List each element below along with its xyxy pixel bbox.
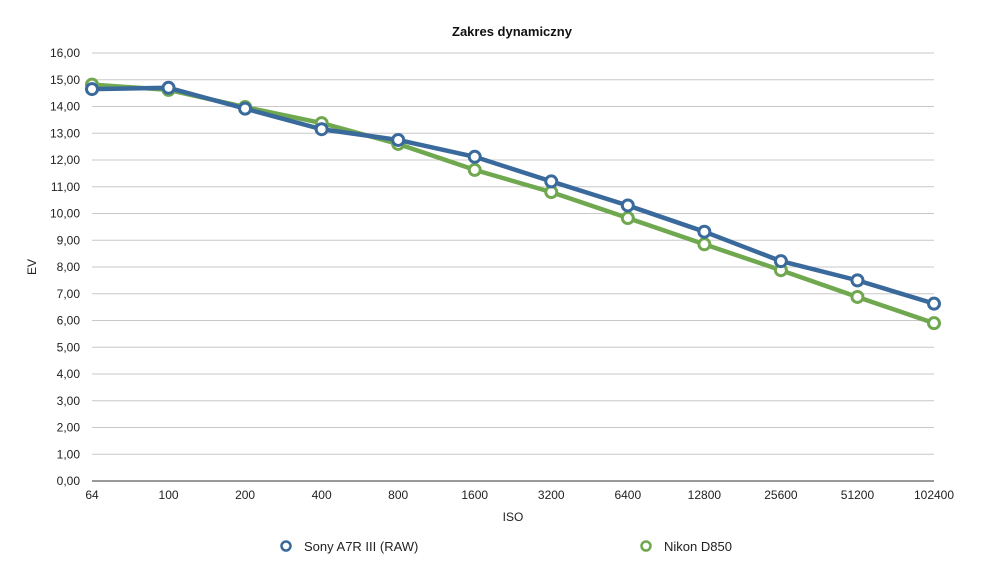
y-axis-ticks: 0,00 1,00 2,00 3,00 4,00 5,00 6,00 7,00 8,00 9,00… [50,46,80,488]
x-tick-label: 6400 [614,488,641,502]
x-tick-label: 400 [312,488,332,502]
x-tick-label: 51200 [841,488,875,502]
data-point [927,316,941,331]
x-tick-label: 102400 [914,488,954,502]
data-point [850,289,865,304]
y-tick-label: 4,00 [57,367,81,381]
x-tick-label: 64 [85,488,99,502]
chart-title: Zakres dynamiczny [452,24,573,39]
data-point [238,101,253,116]
data-point [850,273,865,288]
y-tick-label: 0,00 [57,474,81,488]
legend-label: Sony A7R III (RAW) [304,539,418,554]
series-sony-a7r-iii-raw [85,80,941,311]
data-point [927,296,941,311]
data-point [467,162,482,177]
data-point [697,237,712,252]
data-point [391,132,406,147]
x-tick-label: 3200 [538,488,565,502]
series-line [89,85,937,306]
data-point [620,211,635,226]
y-tick-label: 6,00 [57,314,81,328]
gridlines [92,52,934,455]
y-tick-label: 14,00 [50,100,80,114]
y-tick-label: 2,00 [57,421,81,435]
x-tick-label: 1600 [461,488,488,502]
y-tick-label: 7,00 [57,287,81,301]
y-tick-label: 8,00 [57,260,81,274]
data-point [467,149,482,164]
x-tick-label: 12800 [688,488,722,502]
data-point [697,224,712,239]
x-tick-label: 800 [388,488,408,502]
data-point [773,254,788,269]
series-line [89,82,937,326]
x-tick-label: 25600 [764,488,798,502]
y-tick-label: 15,00 [50,73,80,87]
legend-item: Sony A7R III (RAW) [280,539,418,554]
y-tick-label: 3,00 [57,394,81,408]
y-tick-label: 12,00 [50,153,80,167]
y-axis-title: EV [25,259,39,275]
y-tick-label: 11,00 [51,180,80,194]
x-tick-label: 100 [159,488,179,502]
legend-label: Nikon D850 [664,539,732,554]
y-tick-label: 16,00 [50,46,80,60]
x-axis-title: ISO [503,510,524,524]
data-point [314,122,329,137]
data-point [544,174,559,189]
data-point [620,198,635,213]
series-nikon-d850 [85,77,941,331]
legend-item: Nikon D850 [640,539,732,554]
y-tick-label: 9,00 [57,233,81,247]
y-tick-label: 1,00 [57,447,81,461]
data-point [161,80,176,95]
legend-marker-icon [280,540,292,552]
data-point [85,82,99,97]
legend: Sony A7R III (RAW) Nikon D850 [280,539,732,554]
y-tick-label: 5,00 [57,340,81,354]
legend-marker-icon [640,540,652,552]
x-axis-ticks: 64 100 200 400 800 1600 3200 6400 12800 25600 5120… [85,488,954,502]
y-tick-label: 10,00 [50,207,80,221]
series-layer [85,77,941,331]
x-tick-label: 200 [235,488,255,502]
y-tick-label: 13,00 [50,126,80,140]
